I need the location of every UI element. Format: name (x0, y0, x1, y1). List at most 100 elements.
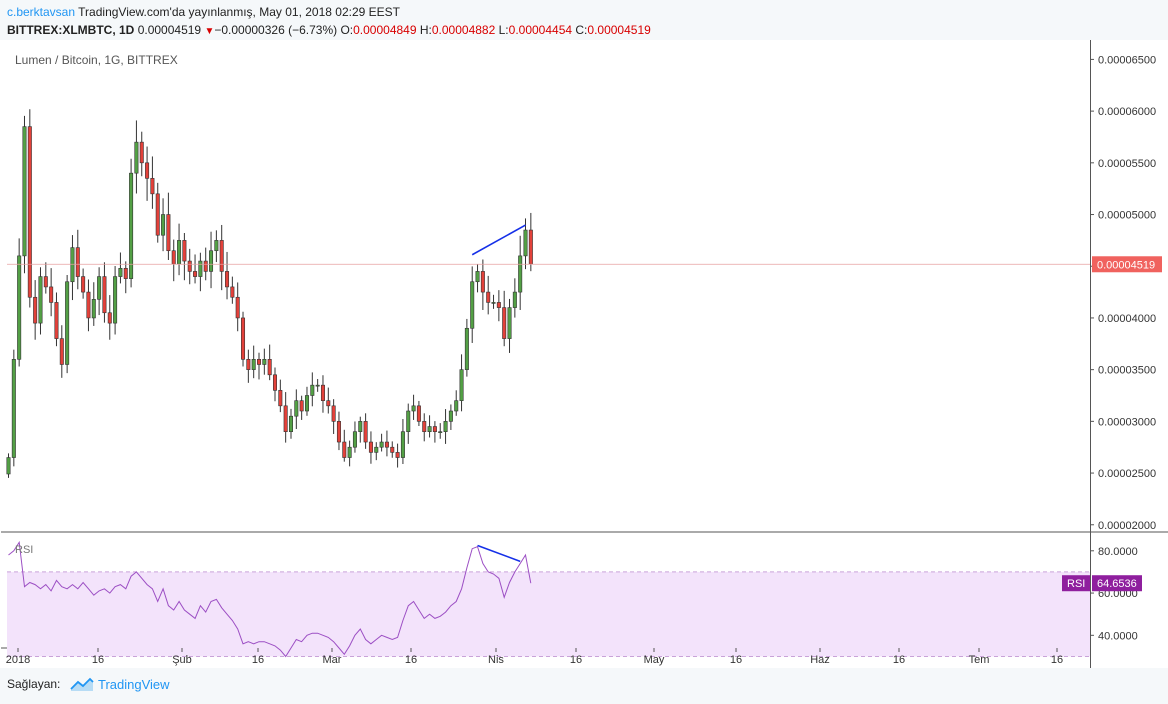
candle-down (27, 126, 32, 298)
candle-down (246, 359, 251, 370)
high-label: H: (419, 23, 432, 37)
candle-down (384, 441, 389, 448)
price-tick-label: 0.00002000 (1098, 520, 1156, 532)
rsi-name-tag (1062, 575, 1090, 592)
candles (6, 109, 1090, 478)
candle-down (390, 446, 395, 453)
candle-down (187, 260, 192, 272)
candle-down (155, 193, 160, 236)
candle-up (470, 281, 475, 329)
candle-up (65, 281, 70, 365)
time-tick-label: 16 (252, 654, 264, 666)
author-link[interactable]: c.berktavsan (7, 5, 76, 19)
price-axis[interactable]: 0.00006500 0.00006000 0.00005500 0.00005000… (1062, 54, 1162, 642)
time-tick-label: 16 (893, 654, 905, 666)
time-tick-label: Nis (488, 654, 504, 666)
candle-down (33, 296, 38, 324)
close-value: 0.00004519 (587, 23, 651, 37)
candle-down (145, 162, 150, 179)
chart-frame (1, 40, 1168, 668)
candle-up (134, 141, 139, 174)
candle-down (416, 405, 421, 422)
candle-down (102, 276, 107, 314)
time-tick-label: 16 (1051, 654, 1063, 666)
time-tick-label: Haz (810, 654, 830, 666)
candle-up (38, 276, 43, 324)
candle-down (480, 271, 485, 293)
candle-up (427, 426, 432, 432)
candle-down (320, 384, 325, 401)
candle-down (225, 271, 230, 288)
candle-up (70, 247, 75, 283)
candle-down (54, 302, 59, 339)
candle-up (358, 421, 363, 432)
candle-down (299, 400, 304, 412)
candle-down (331, 405, 336, 422)
candle-up (512, 291, 517, 308)
time-tick-label: 16 (570, 654, 582, 666)
rsi-name-label: RSI (1067, 578, 1085, 590)
time-tick-label: 16 (405, 654, 417, 666)
candle-down (59, 338, 64, 365)
low-value: 0.00004454 (508, 23, 573, 37)
candle-down (219, 240, 224, 272)
price-tick-label: 0.00005500 (1098, 158, 1156, 170)
candle-up (214, 240, 219, 252)
tradingview-logo-icon[interactable] (70, 677, 94, 693)
candle-up (475, 271, 480, 283)
plot-background (7, 47, 1090, 648)
candle-up (91, 299, 96, 319)
candle-down (342, 441, 347, 458)
candle-down (432, 426, 437, 432)
candle-up (459, 369, 464, 401)
candle-down (278, 390, 283, 407)
rsi-band (7, 571, 1090, 657)
time-tick-label: 16 (730, 654, 742, 666)
chart-area[interactable]: 0.00006500 0.00006000 0.00005500 0.00005000… (0, 40, 1168, 668)
candle-up (464, 327, 469, 370)
candle-down (75, 247, 80, 277)
candle-up (118, 268, 123, 277)
candle-up (411, 405, 416, 412)
candle-down (139, 141, 144, 164)
candle-up (11, 359, 16, 458)
chart-header: c.berktavsan TradingView.com'da yayınlan… (0, 0, 1168, 40)
candle-up (310, 384, 315, 396)
candle-down (182, 240, 187, 262)
candle-up (22, 126, 27, 257)
rsi-title: RSI (15, 544, 33, 556)
candle-down (257, 359, 262, 365)
ohlc-line: BITTREX:XLMBTC, 1D 0.00004519 ▼−0.000003… (7, 23, 651, 37)
time-tick-label: 16 (92, 654, 104, 666)
down-arrow-icon: ▼ (204, 26, 215, 37)
candle-up (161, 214, 166, 236)
candle-down (502, 307, 507, 339)
price-divergence-line (471, 224, 526, 256)
price-tick-label: 0.00006500 (1098, 54, 1156, 66)
price-tick-label: 0.00004000 (1098, 313, 1156, 325)
candle-down (528, 229, 533, 265)
candle-down (235, 296, 240, 319)
time-tick-label: Şub (172, 654, 192, 666)
rsi-pane (7, 540, 1090, 658)
candle-up (443, 421, 448, 432)
candle-up (518, 255, 523, 293)
rsi-line (8, 540, 532, 658)
time-axis[interactable]: 2018 16 Şub 16 Mar 16 Nis 16 May 16 Haz 16 Tem 16 (6, 648, 1063, 666)
candle-up (177, 240, 182, 265)
chart-title: Lumen / Bitcoin, 1G, BITTREX (15, 53, 178, 67)
footer: Sağlayan: TradingView (0, 668, 1168, 704)
price-tick-label: 0.00002500 (1098, 468, 1156, 480)
provider-label: Sağlayan: (7, 677, 61, 691)
candle-up (209, 250, 214, 272)
candle-up (251, 359, 256, 370)
candle-down (395, 452, 400, 458)
tradingview-link[interactable]: TradingView (98, 677, 170, 692)
rsi-value-tag (1092, 575, 1142, 592)
published-text: TradingView.com'da yayınlanmış, May 01, … (78, 5, 400, 19)
candle-up (198, 260, 203, 277)
candle-up (406, 410, 411, 432)
current-price-tag (1092, 256, 1162, 273)
candle-up (304, 395, 309, 412)
rsi-tick-label: 80.0000 (1098, 546, 1138, 558)
